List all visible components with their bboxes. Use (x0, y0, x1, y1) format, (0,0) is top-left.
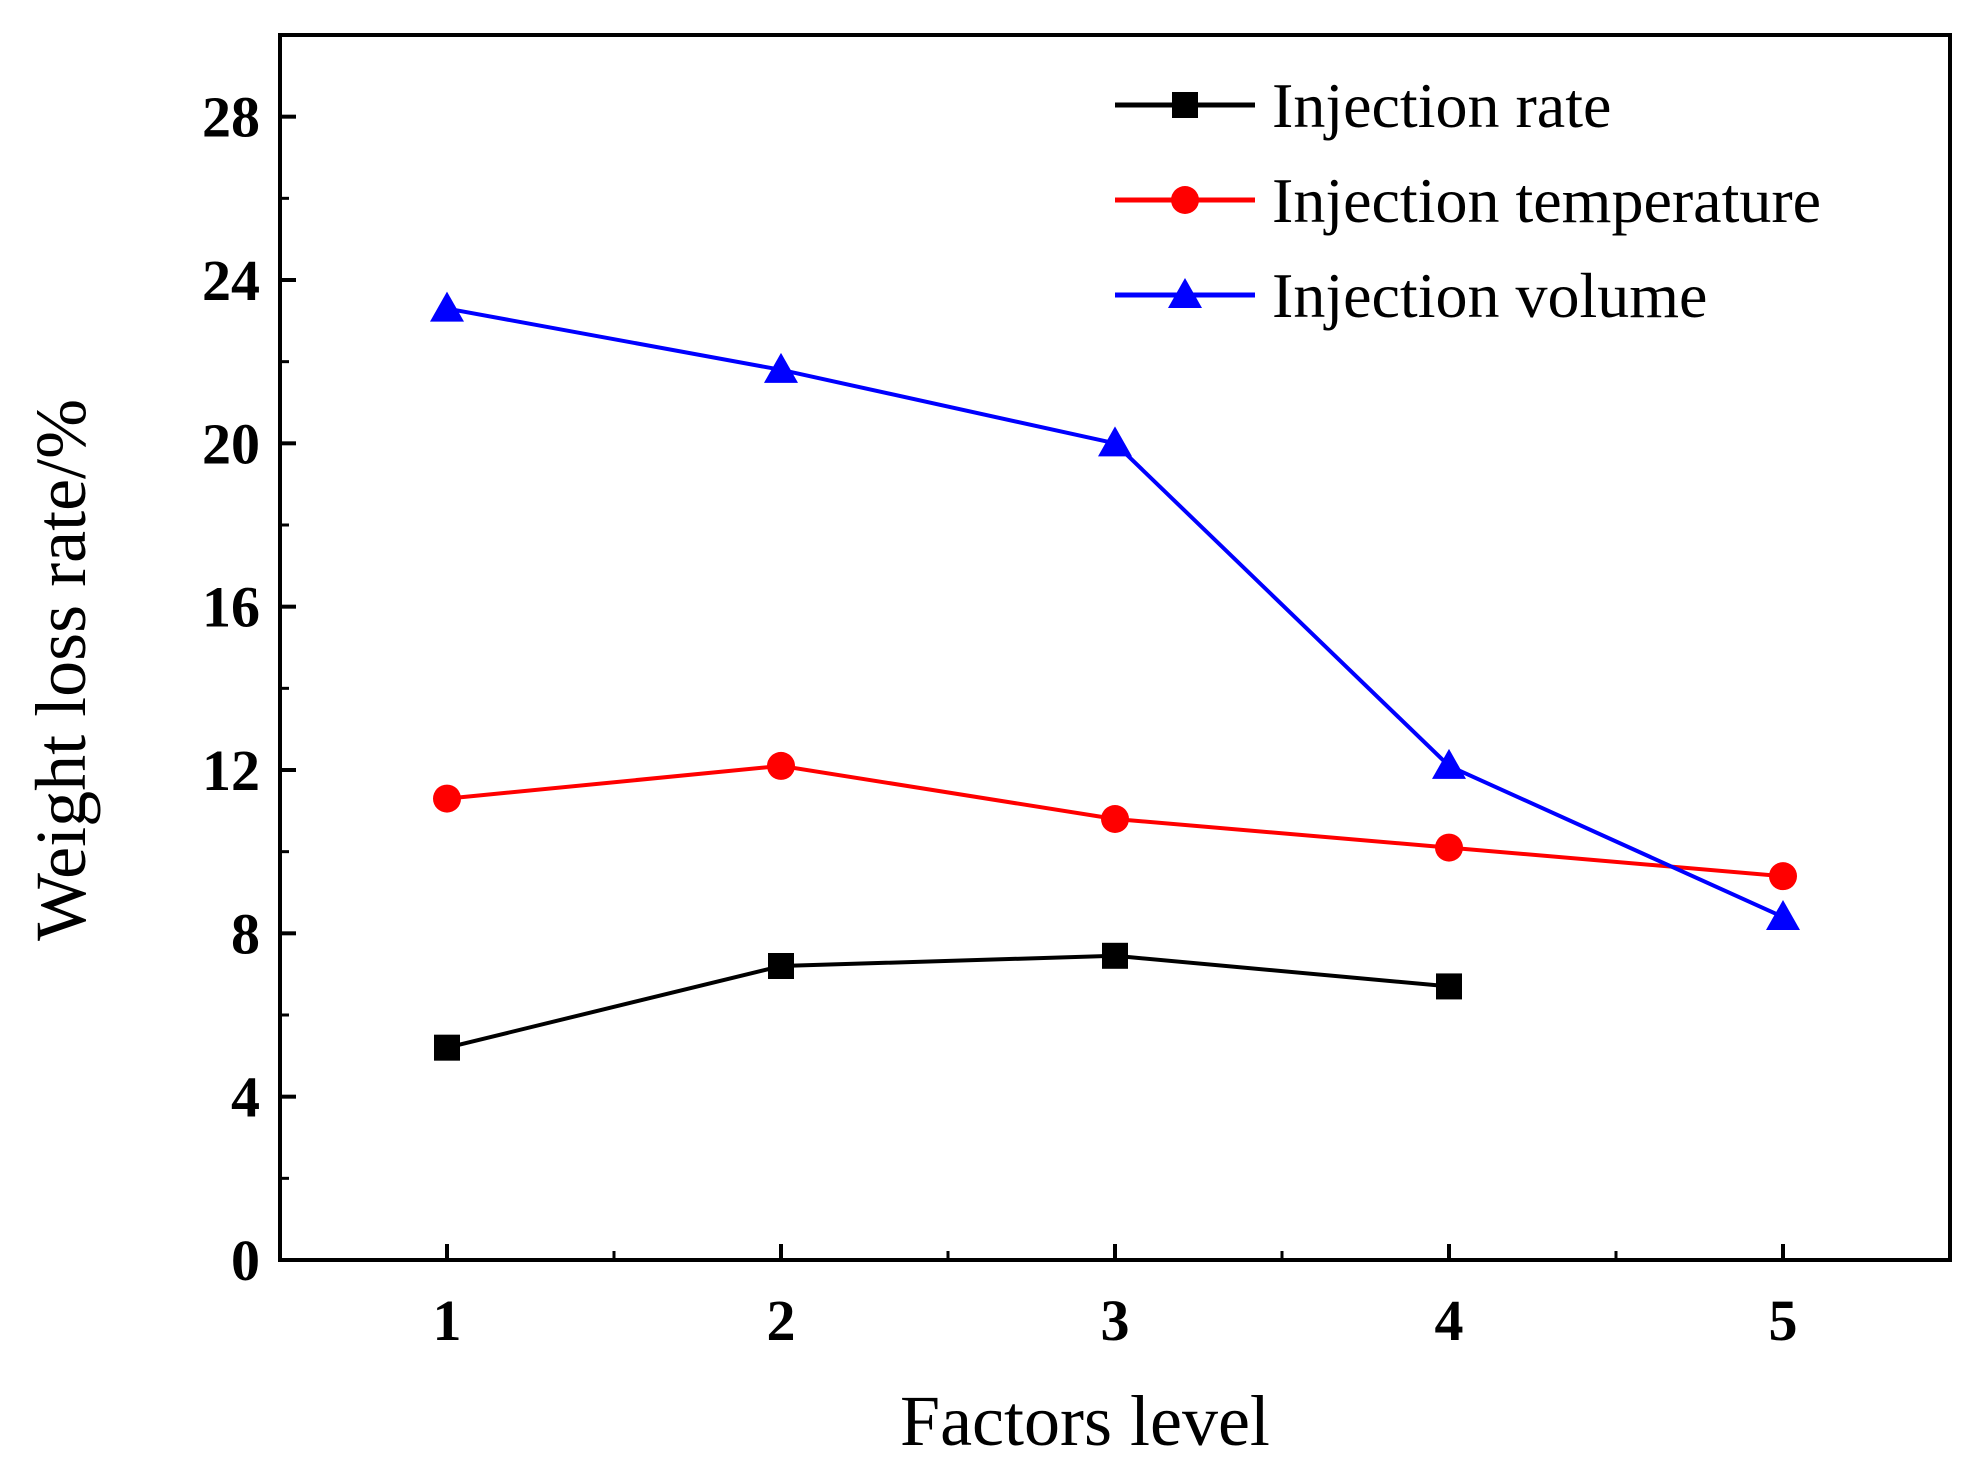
data-point-injection-volume (1432, 748, 1466, 779)
data-point-injection-temperature (767, 751, 795, 780)
series-layer (430, 291, 1800, 1061)
x-tick-label: 5 (1769, 1288, 1798, 1353)
x-tick-label: 1 (433, 1288, 462, 1353)
data-point-injection-volume (430, 291, 464, 322)
legend-marker-injection-rate (1172, 92, 1198, 118)
data-point-injection-rate (1102, 942, 1128, 969)
y-axis-title: Weight loss rate/% (21, 399, 101, 941)
series-injection-rate (434, 942, 1462, 1061)
data-point-injection-temperature (1769, 862, 1797, 891)
legend: Injection rate Injection temperature Injec… (1115, 70, 1821, 331)
data-point-injection-volume (764, 352, 798, 383)
data-point-injection-temperature (1101, 805, 1129, 833)
data-point-injection-rate (434, 1034, 460, 1061)
x-tick-label: 2 (767, 1288, 796, 1353)
series-line-injection-rate (446, 953, 1450, 1050)
data-point-injection-temperature (433, 784, 461, 813)
data-point-injection-volume (1098, 426, 1132, 457)
y-tick-label: 16 (202, 575, 260, 640)
legend-marker-injection-volume (1168, 278, 1202, 308)
x-tick-label: 4 (1435, 1288, 1464, 1353)
legend-label-injection-rate: Injection rate (1272, 70, 1611, 141)
y-tick-label: 8 (231, 901, 260, 966)
data-point-injection-temperature (1435, 833, 1463, 862)
y-tick-label: 28 (202, 85, 260, 150)
x-axis-title: Factors level (900, 1381, 1270, 1461)
series-injection-temperature (433, 751, 1797, 891)
y-tick-label: 12 (202, 738, 260, 803)
y-tick-label: 4 (231, 1065, 260, 1130)
y-tick-label: 20 (202, 411, 260, 476)
data-point-injection-volume (1766, 900, 1800, 930)
legend-label-injection-temperature: Injection temperature (1272, 165, 1821, 236)
data-point-injection-rate (768, 953, 794, 979)
series-injection-volume (430, 291, 1800, 930)
y-tick-label: 24 (202, 248, 260, 313)
data-point-injection-rate (1436, 973, 1462, 1000)
legend-label-injection-volume: Injection volume (1272, 260, 1707, 331)
y-tick-label: 0 (231, 1228, 260, 1293)
legend-marker-injection-temperature (1171, 186, 1199, 214)
x-tick-label: 3 (1101, 1288, 1130, 1353)
